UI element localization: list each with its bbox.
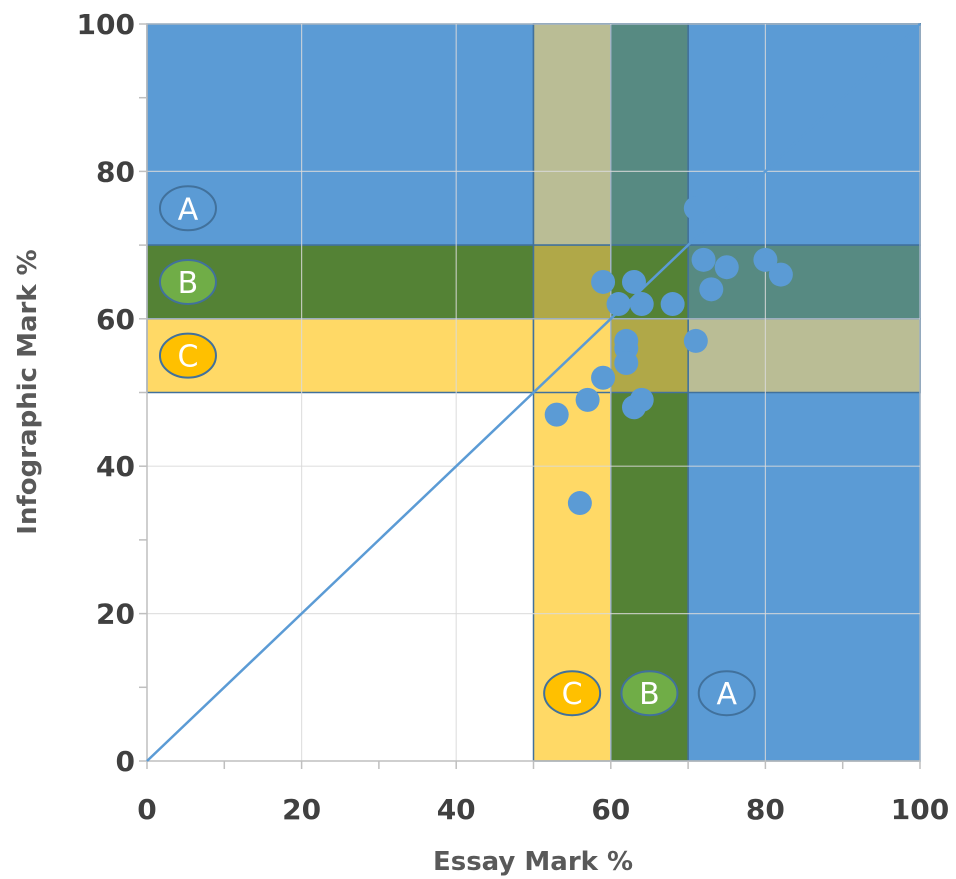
grade-badge-C: C <box>158 332 217 379</box>
x-tick-labels: 0 20 40 60 80 100 <box>137 793 949 826</box>
y-tick-label: 80 <box>96 155 135 188</box>
data-point <box>591 365 616 390</box>
y-tick-labels: 0 20 40 60 80 100 <box>77 8 135 778</box>
x-axis-title: Essay Mark % <box>433 847 633 877</box>
data-point <box>683 328 708 353</box>
grade-badge-C: C <box>543 670 602 717</box>
band-overlap-C-A <box>532 23 612 246</box>
diagonal-reference-line <box>146 23 921 762</box>
y-tick-label: 0 <box>116 745 135 778</box>
data-point <box>591 269 616 294</box>
grade-badge-label: A <box>178 192 199 227</box>
y-tick-label: 40 <box>96 450 135 483</box>
x-tick-label: 20 <box>282 793 321 826</box>
grade-badge-shape <box>543 670 602 717</box>
grade-badge-label: A <box>716 677 737 712</box>
grade-badge-B: B <box>620 670 679 717</box>
data-point <box>621 269 646 294</box>
grade-badge-A: A <box>158 185 217 232</box>
diagonal-line <box>146 23 921 762</box>
grade-badge-shape <box>158 258 217 305</box>
x-tick-label: 100 <box>891 793 949 826</box>
grade-badge-shape <box>158 332 217 379</box>
grade-badge-shape <box>697 670 756 717</box>
grade-badge-label: C <box>177 340 198 375</box>
data-point <box>614 351 639 376</box>
grade-badge-label: B <box>178 266 199 301</box>
x-tick-label: 60 <box>591 793 630 826</box>
data-point <box>629 292 654 317</box>
data-point <box>714 255 739 280</box>
data-point <box>544 402 569 427</box>
grade-badge-shape <box>620 670 679 717</box>
y-tick-label: 100 <box>77 8 135 41</box>
data-point <box>753 247 778 272</box>
grade-badge-label: C <box>562 677 583 712</box>
y-tick-label: 60 <box>96 303 135 336</box>
data-point <box>567 491 592 516</box>
data-point <box>575 387 600 412</box>
grade-badge-label: B <box>639 677 660 712</box>
band-overlap-B-A <box>610 23 689 246</box>
gridlines <box>147 23 921 761</box>
band-overlap-A-C <box>687 318 921 394</box>
data-point <box>691 247 716 272</box>
x-tick-label: 0 <box>137 793 156 826</box>
data-point <box>683 196 708 221</box>
data-point <box>660 292 685 317</box>
grade-bands <box>146 23 921 762</box>
data-point <box>629 387 654 412</box>
data-point <box>699 277 724 302</box>
data-point <box>768 262 793 287</box>
y-tick-label: 20 <box>96 598 135 631</box>
axes <box>139 23 921 769</box>
grade-badge-A: A <box>697 670 756 717</box>
x-tick-label: 40 <box>437 793 476 826</box>
grade-badge-shape <box>158 185 217 232</box>
grade-badges: A B C C B A <box>158 185 756 717</box>
y-axis-title: Infographic Mark % <box>13 249 43 534</box>
x-tick-label: 80 <box>746 793 785 826</box>
data-points <box>544 196 793 516</box>
grade-badge-B: B <box>158 258 217 305</box>
data-point <box>606 292 631 317</box>
